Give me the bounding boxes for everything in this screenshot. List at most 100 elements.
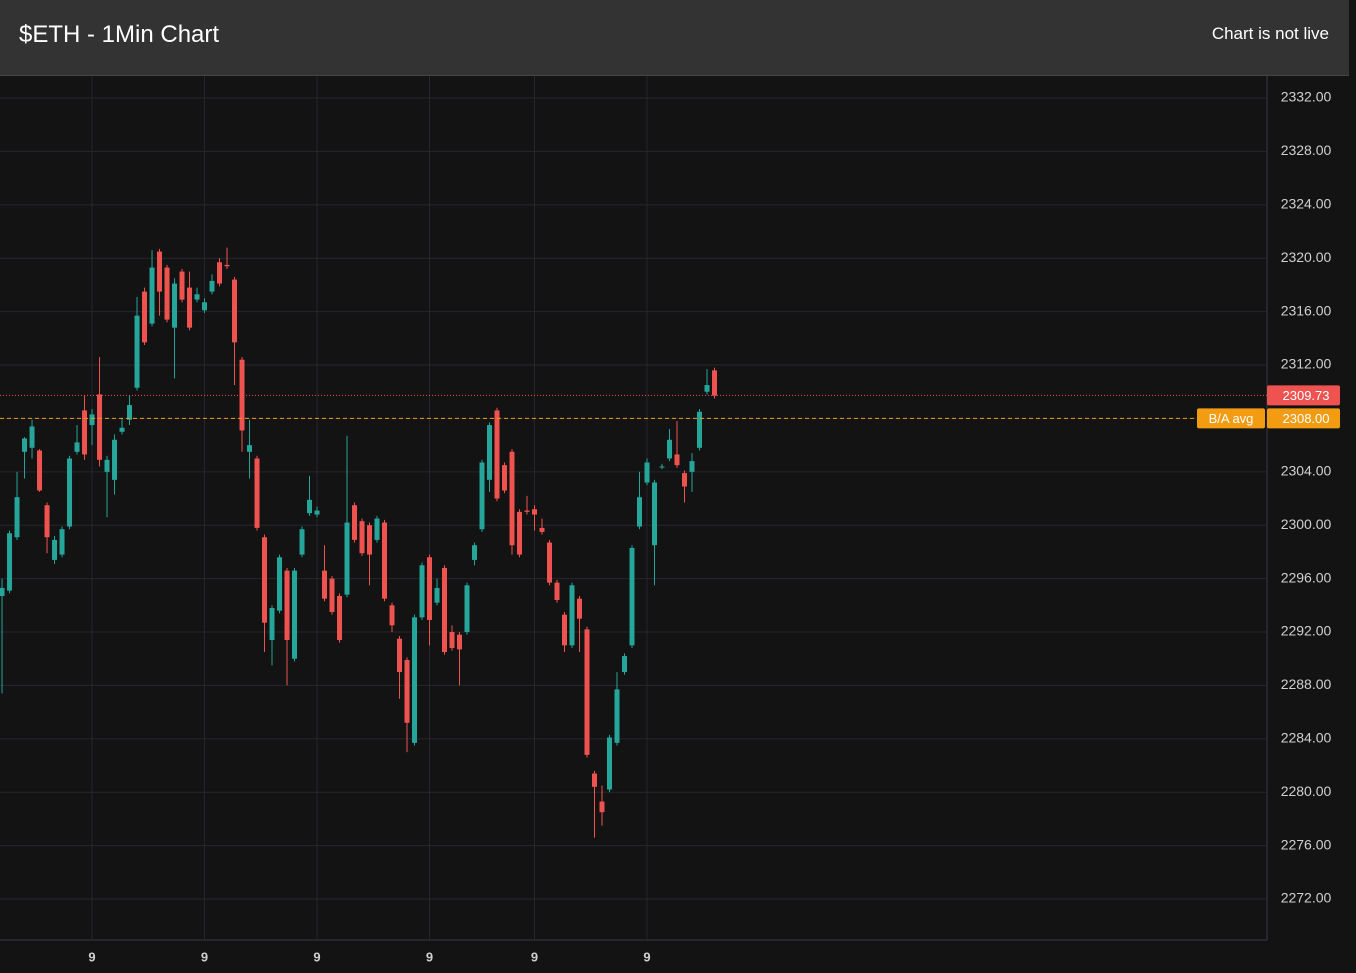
y-tick-label: 2300.00	[1281, 516, 1332, 532]
candle-body	[172, 283, 178, 328]
candle-body	[457, 634, 463, 650]
candle-body	[157, 251, 163, 292]
candle-body	[202, 302, 208, 311]
candle-body	[464, 585, 470, 633]
candle-body	[479, 462, 485, 530]
y-tick-label: 2332.00	[1281, 89, 1332, 105]
candle-body	[254, 458, 260, 528]
candle-body	[382, 522, 388, 599]
candle-body	[7, 533, 13, 591]
candle-body	[494, 410, 500, 499]
price-label: 2308.00	[1283, 411, 1330, 426]
candle-body	[367, 525, 373, 555]
candle-body	[487, 425, 493, 480]
candle-body	[539, 527, 545, 532]
candle-body	[389, 605, 395, 626]
x-tick-label: 9	[426, 949, 433, 964]
candle-body	[547, 542, 553, 583]
y-tick-label: 2320.00	[1281, 249, 1332, 265]
candle-body	[696, 411, 702, 448]
candle-body	[509, 451, 515, 546]
candle-body	[97, 394, 103, 460]
candle-body	[119, 427, 125, 432]
candle-body	[277, 557, 283, 611]
price-label: 2309.73	[1283, 388, 1330, 403]
candle-body	[337, 595, 343, 641]
candle-body	[427, 557, 433, 621]
candle-body	[292, 570, 298, 659]
candle-body	[37, 450, 43, 491]
candle-body	[299, 529, 305, 555]
candle-body	[82, 410, 88, 455]
y-tick-label: 2296.00	[1281, 569, 1332, 585]
y-tick-label: 2284.00	[1281, 730, 1332, 746]
candle-body	[149, 267, 155, 324]
candle-body	[179, 271, 185, 300]
x-tick-label: 9	[201, 949, 208, 964]
candle-body	[562, 614, 568, 646]
candle-body	[104, 459, 110, 472]
chart-title: $ETH - 1Min Chart	[19, 21, 220, 48]
candle-body	[517, 511, 523, 555]
candle-body	[434, 587, 440, 603]
candle-body	[14, 497, 20, 538]
candle-body	[142, 291, 148, 343]
candle-body	[666, 439, 672, 459]
candle-body	[689, 461, 695, 472]
candle-body	[44, 505, 50, 538]
candle-body	[577, 598, 583, 619]
x-tick-label: 9	[88, 949, 95, 964]
candle-body	[247, 445, 253, 452]
candle-body	[224, 264, 230, 267]
candle-body	[164, 267, 170, 320]
candle-body	[209, 280, 215, 292]
y-tick-label: 2304.00	[1281, 463, 1332, 479]
candle-body	[134, 315, 140, 388]
plot-area	[0, 76, 1267, 940]
candle-body	[607, 737, 613, 790]
candle-body	[74, 442, 80, 452]
candle-body	[307, 499, 313, 514]
candle-body	[636, 497, 642, 527]
candle-body	[329, 578, 335, 612]
candle-body	[262, 537, 268, 623]
x-tick-label: 9	[313, 949, 320, 964]
x-tick-label: 9	[643, 949, 650, 964]
y-tick-label: 2312.00	[1281, 356, 1332, 372]
x-tick-label: 9	[531, 949, 538, 964]
candle-body	[614, 689, 620, 743]
header: $ETH - 1Min Chart Chart is not live	[0, 0, 1349, 76]
y-tick-label: 2292.00	[1281, 623, 1332, 639]
candle-body	[52, 539, 58, 560]
candle-body	[502, 465, 508, 491]
candle-body	[112, 439, 118, 480]
candle-body	[442, 567, 448, 653]
candle-body	[194, 294, 200, 300]
candle-body	[322, 570, 328, 599]
y-tick-label: 2288.00	[1281, 676, 1332, 692]
candle-body	[239, 359, 245, 431]
y-tick-label: 2272.00	[1281, 890, 1332, 906]
candle-body	[352, 505, 358, 540]
candle-body	[472, 545, 478, 560]
price-label-box	[1267, 385, 1340, 406]
candle-body	[704, 385, 710, 392]
candle-body	[59, 529, 65, 555]
candle-body	[269, 607, 275, 641]
candle-body	[554, 582, 560, 600]
y-tick-label: 2280.00	[1281, 783, 1332, 799]
candle-body	[232, 279, 238, 343]
candle-body	[67, 458, 73, 527]
y-tick-label: 2276.00	[1281, 836, 1332, 852]
candle-body	[404, 660, 410, 723]
price-name: B/A avg	[1209, 411, 1254, 426]
candle-body	[0, 587, 5, 596]
candle-body	[412, 617, 418, 743]
candle-body	[532, 509, 538, 515]
candle-body	[22, 438, 28, 452]
candle-body	[584, 629, 590, 755]
candle-body	[29, 426, 35, 448]
candle-body	[449, 632, 455, 649]
candle-body	[344, 522, 350, 595]
